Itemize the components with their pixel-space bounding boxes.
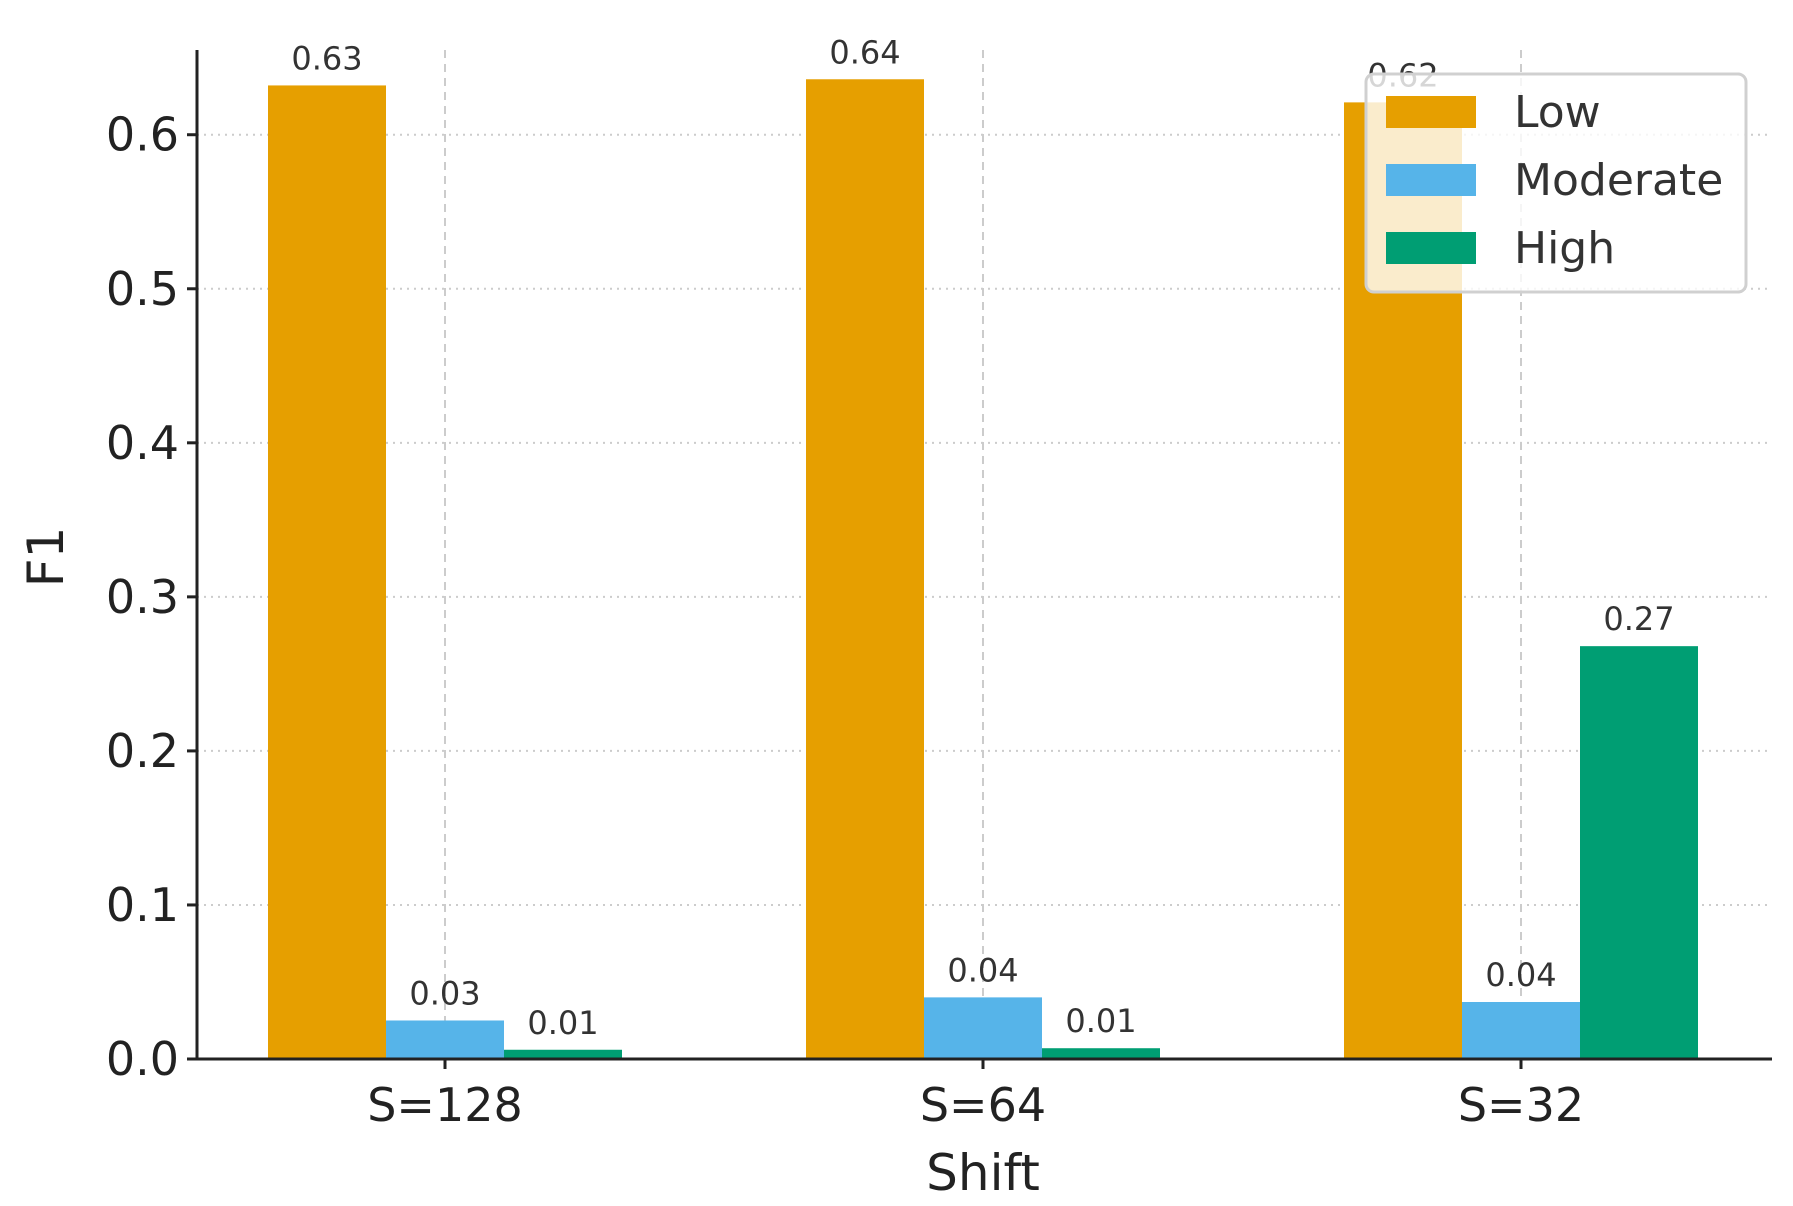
y-tick-label: 0.4: [106, 416, 179, 470]
bar-low-0: [268, 85, 386, 1059]
bar-high-1: [1042, 1048, 1160, 1059]
bar-high-0: [504, 1049, 622, 1059]
bar-value-label: 0.04: [947, 951, 1018, 989]
y-tick-label: 0.1: [106, 878, 179, 932]
bar-value-label: 0.27: [1603, 600, 1674, 638]
legend-swatch-moderate: [1386, 164, 1476, 196]
bar-moderate-0: [386, 1020, 504, 1059]
y-tick-label: 0.6: [106, 108, 179, 162]
legend-label-moderate: Moderate: [1514, 155, 1723, 206]
y-tick-label: 0.5: [106, 262, 179, 316]
ticks: 0.0 0.1 0.2 0.3 0.4 0.5 0.6 S=128 S=64 S=32: [106, 108, 1584, 1132]
y-axis-label: F1: [17, 527, 75, 588]
bar-moderate-1: [924, 997, 1042, 1059]
legend-swatch-low: [1386, 96, 1476, 128]
legend-swatch-high: [1386, 232, 1476, 264]
bar-value-label: 0.63: [291, 39, 362, 77]
x-tick-label: S=32: [1458, 1078, 1584, 1132]
bar-value-label: 0.64: [829, 33, 900, 71]
legend-label-low: Low: [1514, 87, 1601, 138]
legend: Low Moderate High: [1364, 72, 1748, 294]
bar-value-label: 0.01: [527, 1004, 598, 1042]
x-axis-label: Shift: [926, 1144, 1040, 1202]
y-tick-label: 0.2: [106, 724, 179, 778]
bar-high-2: [1580, 646, 1698, 1059]
y-tick-label: 0.0: [106, 1032, 179, 1086]
legend-label-high: High: [1514, 223, 1615, 274]
data-labels: 0.630.640.620.030.040.040.010.010.27: [291, 33, 1674, 1041]
x-tick-label: S=64: [920, 1078, 1046, 1132]
bar-value-label: 0.03: [409, 974, 480, 1012]
bar-value-label: 0.01: [1065, 1002, 1136, 1040]
bar-low-1: [806, 79, 924, 1060]
x-tick-label: S=128: [367, 1078, 523, 1132]
y-tick-label: 0.3: [106, 570, 179, 624]
bar-moderate-2: [1462, 1002, 1580, 1059]
bar-value-label: 0.04: [1485, 956, 1556, 994]
